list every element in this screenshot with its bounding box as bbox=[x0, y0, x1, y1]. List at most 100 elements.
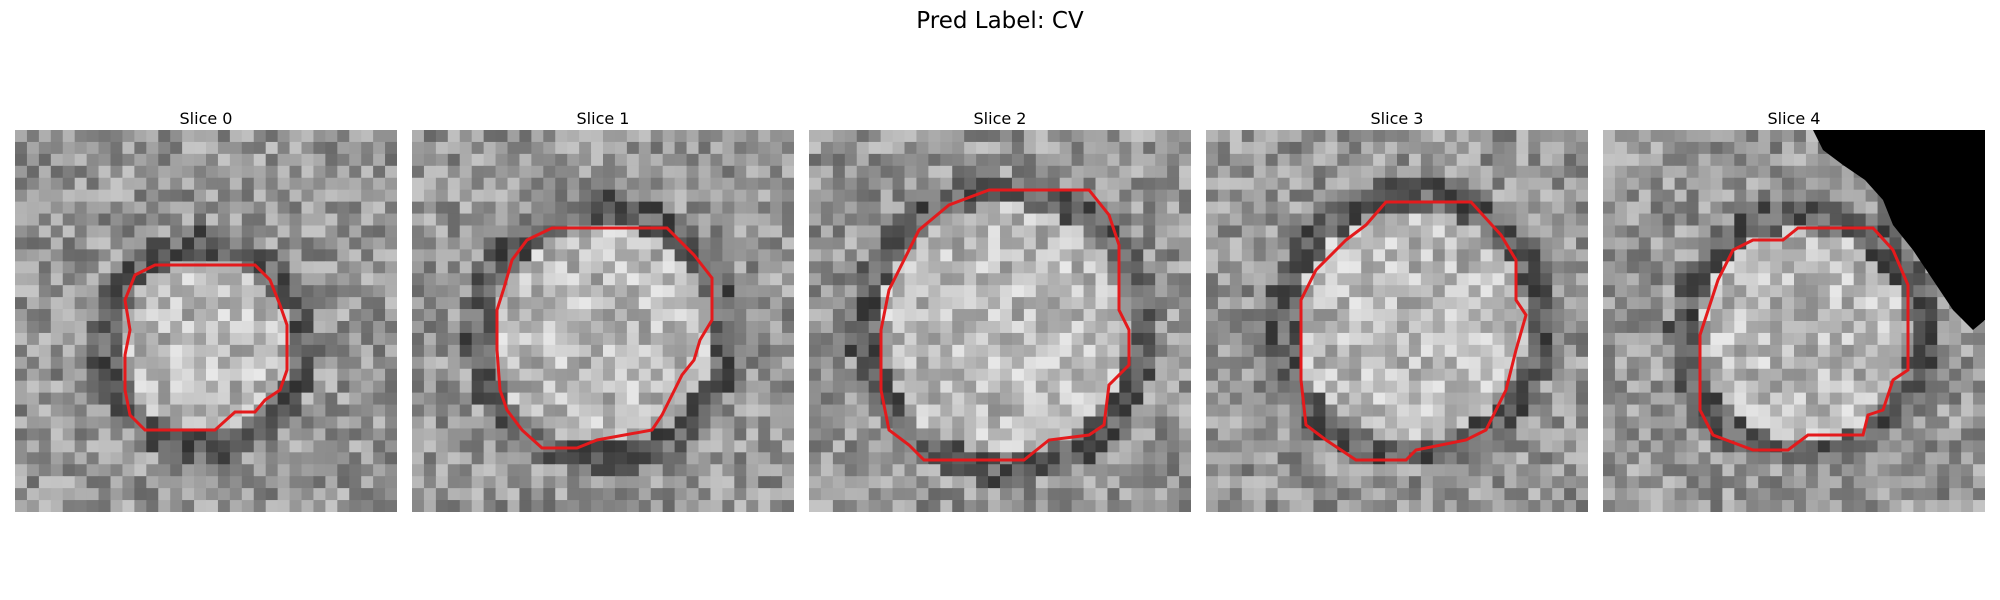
pixel bbox=[1674, 392, 1688, 406]
pixel bbox=[988, 404, 1001, 418]
pixel bbox=[158, 452, 171, 465]
pixel bbox=[1408, 201, 1422, 215]
pixel bbox=[1083, 464, 1097, 477]
pixel bbox=[555, 237, 568, 250]
pixel bbox=[1480, 321, 1494, 334]
pixel bbox=[916, 368, 929, 382]
pixel bbox=[471, 237, 485, 250]
pixel bbox=[1217, 440, 1231, 453]
pixel bbox=[722, 452, 735, 465]
pixel bbox=[1035, 225, 1049, 239]
pixel bbox=[1011, 428, 1025, 441]
pixel bbox=[182, 261, 195, 274]
pixel bbox=[832, 380, 846, 394]
pixel bbox=[170, 404, 183, 418]
pixel bbox=[241, 177, 255, 191]
pixel bbox=[1758, 380, 1771, 394]
pixel bbox=[782, 380, 794, 394]
pixel bbox=[1853, 237, 1867, 250]
pixel bbox=[471, 153, 485, 167]
pixel bbox=[1095, 332, 1109, 346]
pixel bbox=[1516, 130, 1529, 143]
pixel bbox=[964, 380, 977, 394]
pixel bbox=[856, 380, 870, 394]
pixel bbox=[289, 213, 303, 227]
pixel bbox=[241, 309, 255, 322]
pixel bbox=[507, 380, 521, 394]
pixel bbox=[519, 452, 532, 465]
pixel bbox=[940, 249, 953, 262]
pixel bbox=[110, 332, 124, 346]
pixel bbox=[62, 380, 76, 394]
pixel bbox=[1576, 237, 1588, 250]
pixel bbox=[1614, 249, 1628, 262]
pixel bbox=[1492, 428, 1506, 441]
pixel bbox=[1817, 189, 1831, 203]
pixel bbox=[579, 332, 592, 346]
pixel bbox=[832, 201, 846, 215]
pixel bbox=[1626, 404, 1640, 418]
pixel bbox=[1385, 213, 1398, 227]
pixel bbox=[38, 356, 52, 370]
pixel bbox=[1528, 321, 1541, 334]
pixel bbox=[1432, 332, 1446, 346]
pixel bbox=[122, 201, 135, 215]
pixel bbox=[1385, 332, 1398, 346]
pixel bbox=[734, 392, 747, 406]
pixel bbox=[122, 237, 135, 250]
pixel bbox=[241, 380, 255, 394]
pixel bbox=[820, 380, 834, 394]
pixel bbox=[1071, 249, 1085, 262]
pixel bbox=[325, 225, 338, 239]
pixel bbox=[1698, 177, 1712, 191]
pixel bbox=[1698, 368, 1712, 382]
pixel bbox=[531, 440, 544, 453]
pixel bbox=[1564, 165, 1577, 179]
pixel bbox=[1829, 332, 1843, 346]
pixel bbox=[241, 165, 255, 179]
pixel bbox=[1722, 416, 1735, 430]
pixel bbox=[1552, 356, 1565, 370]
pixel bbox=[385, 476, 397, 489]
pixel bbox=[1504, 500, 1517, 512]
pixel bbox=[1408, 392, 1422, 406]
pixel bbox=[1853, 344, 1867, 358]
pixel bbox=[1131, 153, 1144, 167]
pixel bbox=[1432, 201, 1446, 215]
pixel bbox=[1095, 213, 1109, 227]
pixel bbox=[1349, 356, 1362, 370]
pixel bbox=[1722, 356, 1735, 370]
pixel bbox=[1206, 261, 1219, 274]
pixel bbox=[650, 130, 664, 143]
pixel bbox=[1265, 476, 1279, 489]
pixel bbox=[1023, 404, 1037, 418]
pixel bbox=[26, 321, 40, 334]
pixel bbox=[1229, 177, 1243, 191]
pixel bbox=[904, 428, 918, 441]
pixel bbox=[1095, 380, 1109, 394]
pixel bbox=[710, 309, 723, 322]
pixel bbox=[170, 321, 183, 334]
pixel bbox=[1107, 476, 1120, 489]
pixel bbox=[471, 285, 485, 298]
pixel bbox=[976, 440, 989, 453]
pixel bbox=[674, 476, 688, 489]
pixel bbox=[1829, 309, 1843, 322]
pixel bbox=[1083, 476, 1097, 489]
pixel bbox=[1516, 225, 1529, 239]
pixel bbox=[555, 356, 568, 370]
pixel bbox=[170, 201, 183, 215]
pixel bbox=[412, 356, 425, 370]
pixel bbox=[1059, 201, 1073, 215]
pixel bbox=[1480, 309, 1494, 322]
pixel bbox=[531, 213, 544, 227]
pixel bbox=[74, 249, 88, 262]
pixel bbox=[1829, 165, 1843, 179]
pixel bbox=[519, 153, 532, 167]
pixel bbox=[1325, 404, 1338, 418]
pixel bbox=[385, 201, 397, 215]
pixel bbox=[1107, 440, 1120, 453]
pixel bbox=[170, 141, 183, 155]
pixel bbox=[626, 476, 640, 489]
pixel bbox=[337, 404, 350, 418]
